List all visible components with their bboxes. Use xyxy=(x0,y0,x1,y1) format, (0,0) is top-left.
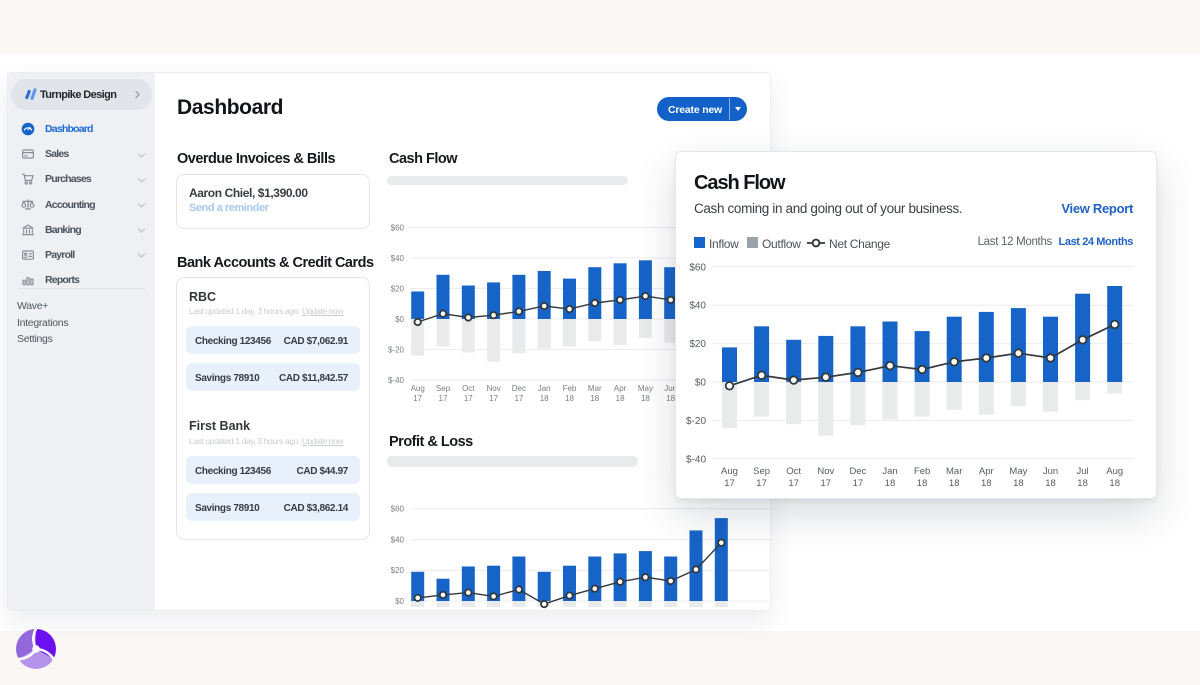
svg-text:May: May xyxy=(638,384,653,393)
svg-text:17: 17 xyxy=(724,478,735,489)
svg-text:Aug: Aug xyxy=(411,384,425,393)
svg-text:Nov: Nov xyxy=(486,384,500,393)
svg-text:Mar: Mar xyxy=(946,466,962,477)
svg-text:18: 18 xyxy=(1013,478,1024,489)
svg-text:$20: $20 xyxy=(391,566,405,575)
svg-text:Oct: Oct xyxy=(786,466,801,477)
svg-text:18: 18 xyxy=(1077,478,1088,489)
svg-text:Dec: Dec xyxy=(512,384,526,393)
svg-text:17: 17 xyxy=(413,394,422,403)
svg-text:18: 18 xyxy=(590,394,599,403)
svg-text:$0: $0 xyxy=(695,378,707,389)
svg-text:$-40: $-40 xyxy=(388,376,405,385)
svg-text:17: 17 xyxy=(756,478,767,489)
svg-text:Jan: Jan xyxy=(538,384,551,393)
svg-text:18: 18 xyxy=(917,478,928,489)
svg-text:18: 18 xyxy=(1045,478,1056,489)
svg-text:$40: $40 xyxy=(391,535,405,544)
svg-text:Dec: Dec xyxy=(849,466,866,477)
svg-text:$60: $60 xyxy=(391,223,405,232)
svg-text:$20: $20 xyxy=(391,284,405,293)
svg-text:Nov: Nov xyxy=(817,466,834,477)
svg-text:Apr: Apr xyxy=(614,384,627,393)
svg-text:18: 18 xyxy=(565,394,574,403)
svg-text:17: 17 xyxy=(489,394,498,403)
svg-text:Jun: Jun xyxy=(1043,466,1058,477)
svg-text:Jul: Jul xyxy=(1077,466,1089,477)
svg-text:18: 18 xyxy=(885,478,896,489)
svg-text:Mar: Mar xyxy=(588,384,602,393)
svg-text:$0: $0 xyxy=(395,597,404,606)
svg-text:18: 18 xyxy=(949,478,960,489)
svg-text:17: 17 xyxy=(821,478,832,489)
svg-text:$0: $0 xyxy=(395,315,404,324)
svg-text:$60: $60 xyxy=(391,505,405,514)
svg-text:Jun: Jun xyxy=(664,384,677,393)
svg-text:17: 17 xyxy=(439,394,448,403)
svg-text:$40: $40 xyxy=(391,254,405,263)
svg-text:18: 18 xyxy=(641,394,650,403)
svg-text:$-40: $-40 xyxy=(686,454,706,465)
svg-text:17: 17 xyxy=(853,478,864,489)
svg-text:$20: $20 xyxy=(689,339,706,350)
svg-text:Apr: Apr xyxy=(979,466,994,477)
svg-text:18: 18 xyxy=(981,478,992,489)
svg-text:18: 18 xyxy=(1109,478,1120,489)
svg-text:May: May xyxy=(1009,466,1027,477)
svg-text:18: 18 xyxy=(666,394,675,403)
svg-text:Aug: Aug xyxy=(1106,466,1123,477)
svg-text:18: 18 xyxy=(616,394,625,403)
svg-text:$-20: $-20 xyxy=(686,416,706,427)
svg-text:Sep: Sep xyxy=(753,466,770,477)
svg-text:17: 17 xyxy=(464,394,473,403)
svg-text:Feb: Feb xyxy=(563,384,577,393)
svg-text:Feb: Feb xyxy=(914,466,930,477)
svg-text:$60: $60 xyxy=(689,262,706,273)
svg-text:18: 18 xyxy=(540,394,549,403)
svg-text:Sep: Sep xyxy=(436,384,451,393)
svg-text:17: 17 xyxy=(788,478,799,489)
svg-text:17: 17 xyxy=(514,394,523,403)
svg-text:Aug: Aug xyxy=(721,466,738,477)
svg-text:Jan: Jan xyxy=(882,466,897,477)
svg-text:$40: $40 xyxy=(689,301,706,312)
svg-text:$-20: $-20 xyxy=(388,345,405,354)
svg-text:Oct: Oct xyxy=(462,384,475,393)
